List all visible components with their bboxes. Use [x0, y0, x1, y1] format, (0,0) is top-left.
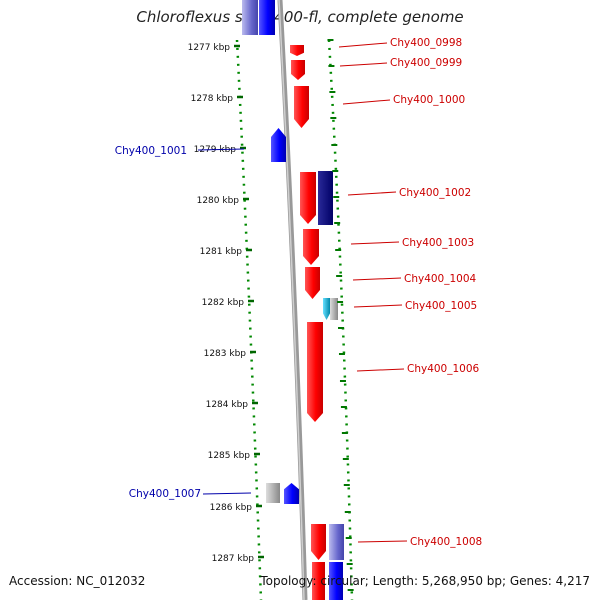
- gene-unlabeled-navy: [318, 171, 333, 225]
- gene-arrow-chy400_1004[interactable]: [305, 267, 320, 299]
- outer-boundary-right: [327, 39, 354, 600]
- ruler-tick-label: 1286 kbp: [210, 503, 253, 513]
- gene-arrow-chy400_1006[interactable]: [307, 322, 323, 422]
- gene-arrow-chy400_1001[interactable]: [271, 128, 286, 162]
- gene-top-cutoff-lavender: [242, 0, 258, 35]
- gene-label-chy400_1007[interactable]: Chy400_1007: [129, 488, 201, 500]
- gene-label-leader: [357, 540, 408, 543]
- gene-label-chy400_1008[interactable]: Chy400_1008: [410, 536, 482, 548]
- gene-arrow-chy400_1002[interactable]: [300, 172, 316, 224]
- ruler-tick-label: 1284 kbp: [206, 400, 249, 410]
- ruler-tick-label: 1278 kbp: [191, 94, 234, 104]
- gene-label-leader: [352, 277, 402, 281]
- gene-arrow-chy400_1007[interactable]: [284, 483, 299, 504]
- accession-text: Accession: NC_012032: [9, 574, 146, 588]
- gene-arrow-chy400_1000[interactable]: [294, 86, 309, 128]
- gene-label-chy400_1002[interactable]: Chy400_1002: [399, 187, 471, 199]
- gene-label-leader: [339, 62, 388, 67]
- gene-unlabeled-red-bottom: [312, 562, 325, 600]
- gene-label-leader: [353, 304, 403, 308]
- gene-unlabeled-lavender: [329, 524, 344, 560]
- outer-boundary-left: [235, 39, 263, 600]
- gene-label-chy400_1003[interactable]: Chy400_1003: [402, 237, 474, 249]
- gene-label-chy400_1004[interactable]: Chy400_1004: [404, 273, 477, 285]
- gene-label-chy400_1000[interactable]: Chy400_1000: [393, 94, 465, 106]
- ruler-tick-label: 1280 kbp: [197, 196, 240, 206]
- gene-label-leader: [338, 42, 388, 48]
- genome-summary-text: Topology: circular; Length: 5,268,950 bp…: [260, 574, 590, 588]
- gene-label-leader: [350, 241, 400, 245]
- ruler-tick-label: 1277 kbp: [188, 43, 231, 53]
- gene-arrow-chy400_1008[interactable]: [311, 524, 326, 560]
- ruler-tick-label: 1283 kbp: [204, 349, 247, 359]
- gene-label-leader: [356, 368, 405, 372]
- gene-label-chy400_1001[interactable]: Chy400_1001: [115, 145, 187, 157]
- gene-label-chy400_1005[interactable]: Chy400_1005: [405, 300, 477, 312]
- genome-backbone: [277, 0, 308, 600]
- gene-top-cutoff-blue: [259, 0, 275, 35]
- gene-label-leader: [342, 99, 391, 105]
- genome-backbone-highlight: [278, 0, 305, 600]
- gene-label-chy400_1006[interactable]: Chy400_1006: [407, 363, 480, 375]
- ruler-tick-label: 1285 kbp: [208, 451, 251, 461]
- gene-label-chy400_0999[interactable]: Chy400_0999: [390, 57, 462, 69]
- gene-arrow-chy400_1003[interactable]: [303, 229, 319, 265]
- ruler-tick-label: 1287 kbp: [212, 554, 255, 564]
- ruler-tick-label: 1281 kbp: [200, 247, 243, 257]
- gene-label-leader: [347, 191, 397, 196]
- gene-label-leader: [197, 148, 245, 151]
- ruler-tick-label: 1282 kbp: [202, 298, 245, 308]
- gene-unlabeled-gray: [266, 483, 280, 503]
- gene-arrow-chy400_0998[interactable]: [290, 45, 304, 56]
- gene-arrow-chy400_0999[interactable]: [291, 60, 305, 80]
- gene-label-leader: [202, 492, 252, 495]
- gene-arrow-chy400_1005[interactable]: [323, 298, 330, 320]
- genome-title: Chloroflexus sp. Y-400-fl, complete geno…: [136, 8, 464, 26]
- gene-unlabeled-gray-small: [330, 298, 338, 320]
- gene-unlabeled-blue-bottom: [329, 562, 343, 600]
- gene-label-chy400_0998[interactable]: Chy400_0998: [390, 37, 462, 49]
